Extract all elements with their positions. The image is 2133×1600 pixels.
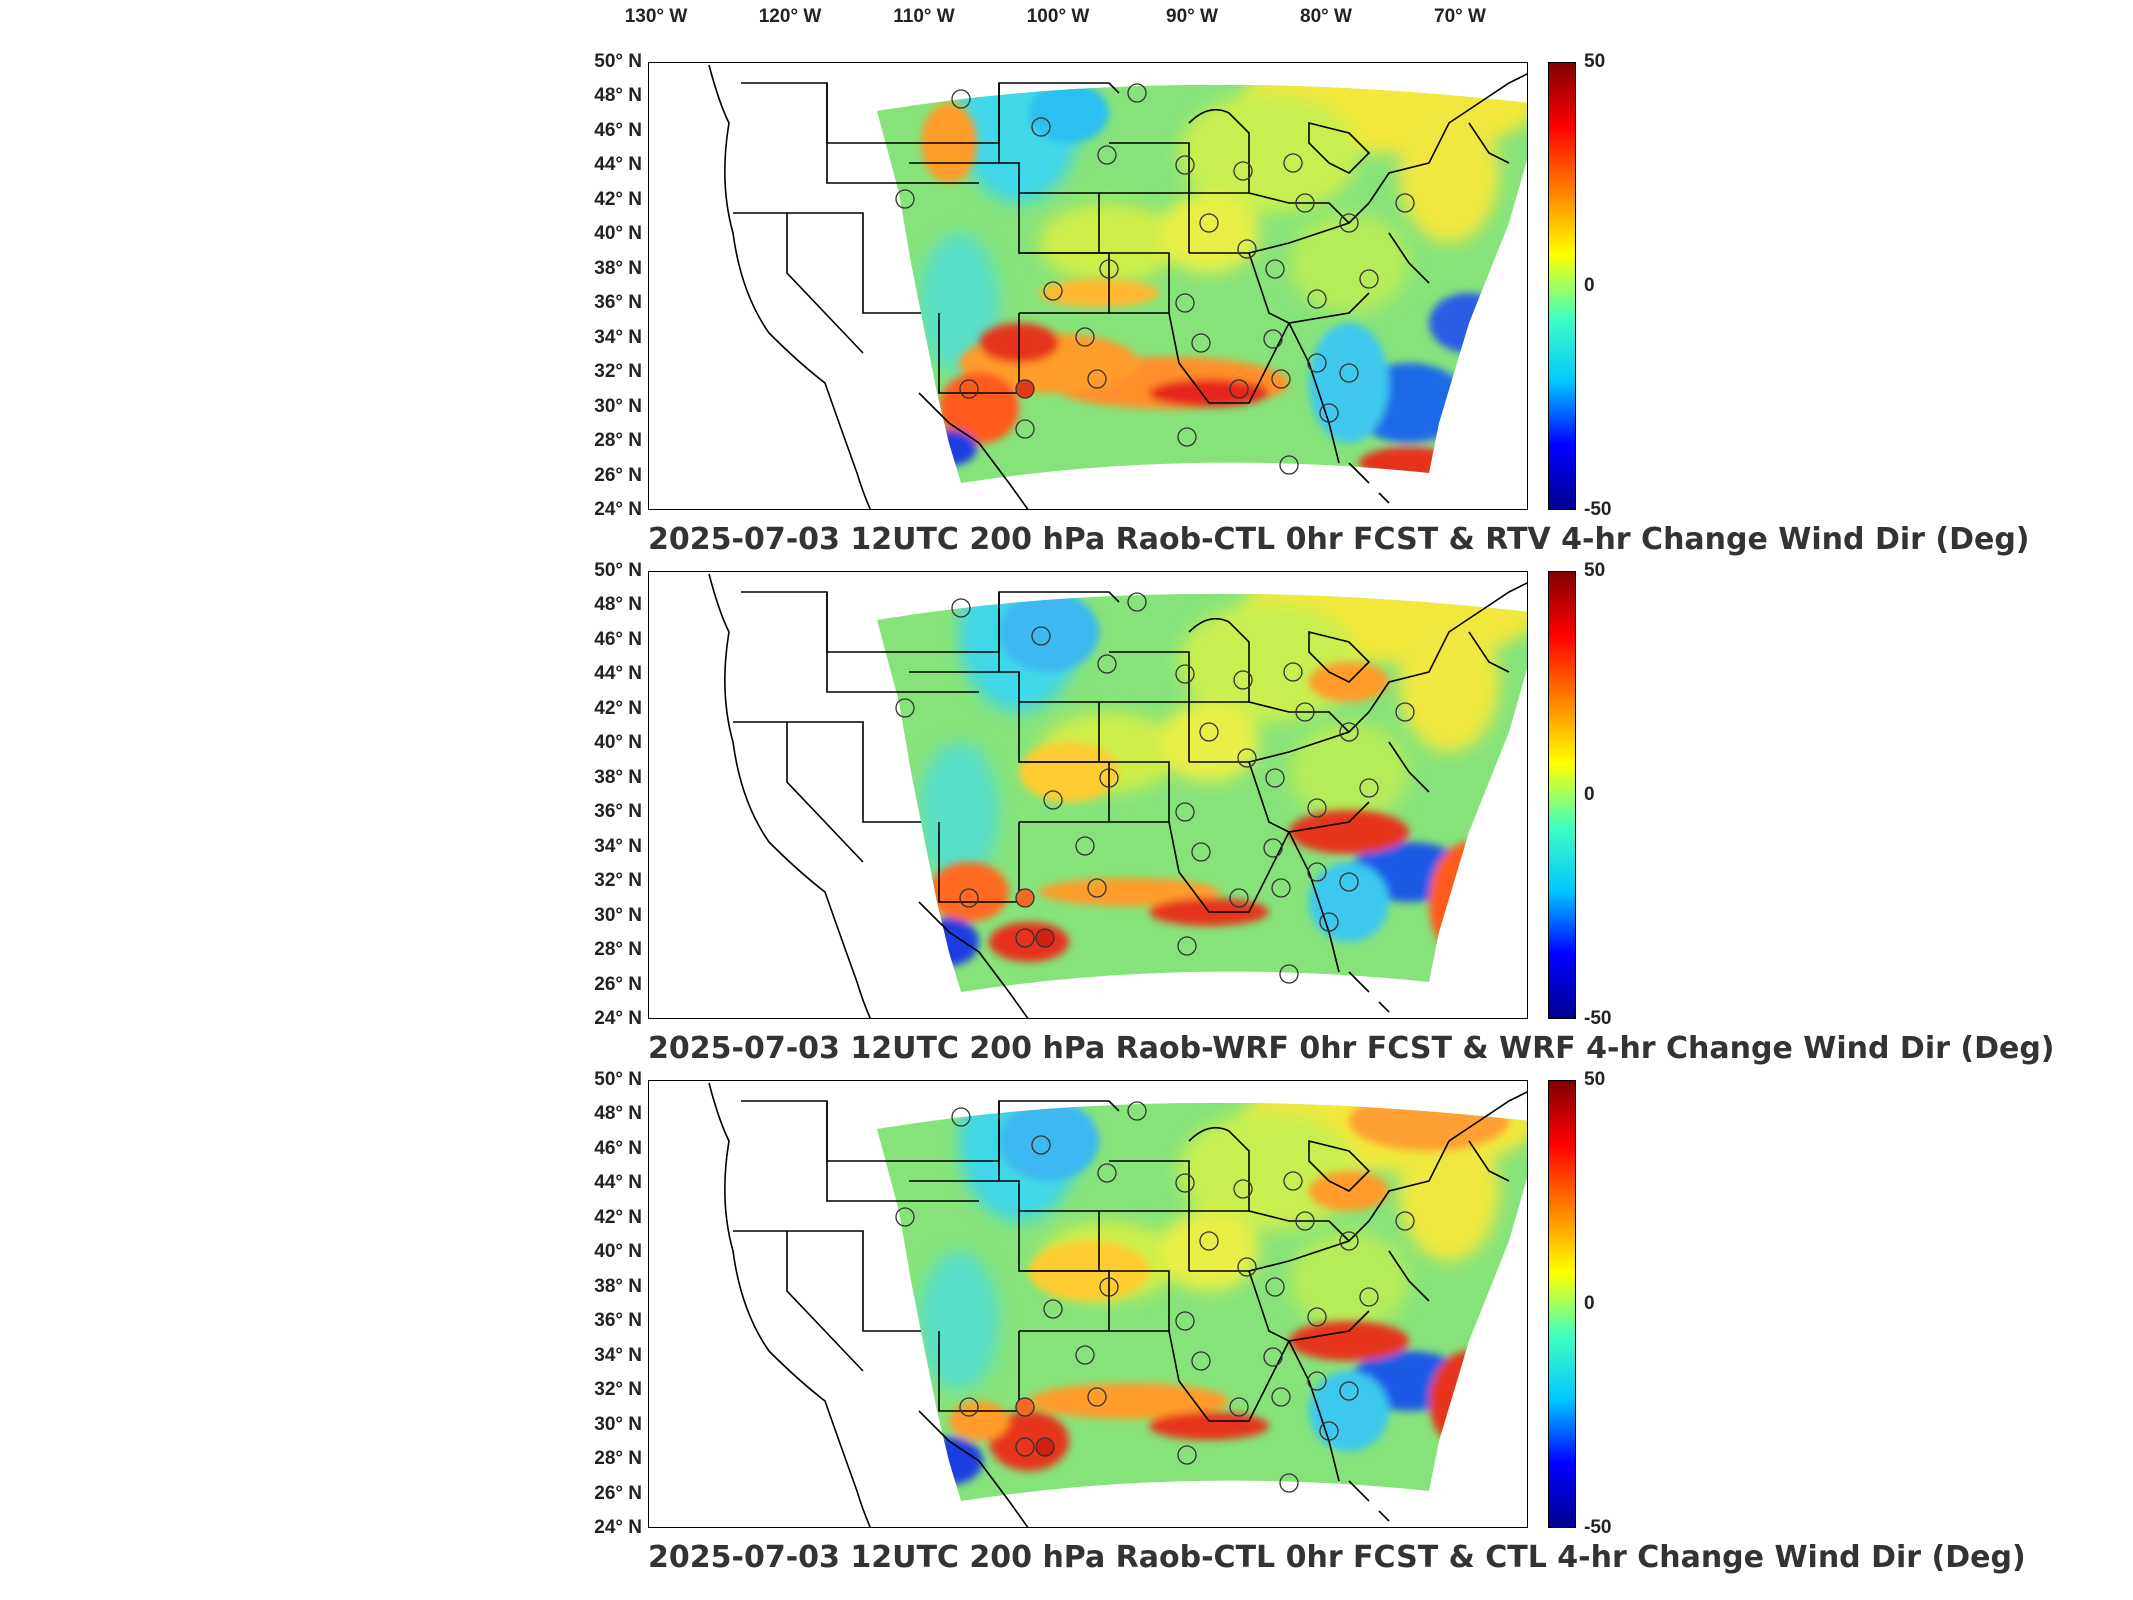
lat-label: 42° N [594, 697, 642, 719]
lon-label: 120° W [758, 6, 822, 27]
lat-label: 36° N [594, 1310, 642, 1332]
map-area [648, 1080, 1528, 1528]
lat-label: 36° N [594, 292, 642, 314]
lat-label: 46° N [594, 119, 642, 141]
lat-label: 40° N [594, 1241, 642, 1263]
lat-label: 26° N [594, 1482, 642, 1504]
colorbar-mid-label: 0 [1584, 275, 1595, 296]
lat-label: 42° N [594, 1206, 642, 1228]
panel-title: 2025-07-03 12UTC 200 hPa Raob-CTL 0hr FC… [648, 1540, 2026, 1575]
lat-label: 30° N [594, 904, 642, 926]
lat-label: 46° N [594, 628, 642, 650]
colorbar [1548, 1080, 1576, 1528]
lat-label: 44° N [594, 663, 642, 685]
lat-label: 24° N [594, 499, 642, 520]
lat-label: 48° N [594, 1103, 642, 1125]
map-area [648, 62, 1528, 510]
lat-label: 34° N [594, 1344, 642, 1366]
lat-label: 28° N [594, 939, 642, 961]
lat-label: 42° N [594, 188, 642, 210]
lat-label: 38° N [594, 766, 642, 788]
colorbar-mid-label: 0 [1584, 784, 1595, 805]
lat-label: 46° N [594, 1137, 642, 1159]
lon-label: 90° W [1166, 6, 1218, 27]
panel-title: 2025-07-03 12UTC 200 hPa Raob-CTL 0hr FC… [648, 522, 2030, 557]
lat-label: 32° N [594, 361, 642, 383]
colorbar-mid-label: 0 [1584, 1293, 1595, 1314]
lat-label: 24° N [594, 1008, 642, 1029]
panel-title: 2025-07-03 12UTC 200 hPa Raob-WRF 0hr FC… [648, 1031, 2055, 1066]
lat-label: 32° N [594, 870, 642, 892]
lat-label: 48° N [594, 85, 642, 107]
lat-label: 30° N [594, 395, 642, 417]
lat-label: 34° N [594, 835, 642, 857]
lat-label: 34° N [594, 326, 642, 348]
lat-label: 32° N [594, 1379, 642, 1401]
lat-label: 26° N [594, 464, 642, 486]
lat-label: 50° N [594, 1069, 642, 1090]
lon-label: 100° W [1026, 6, 1090, 27]
wind-direction-map [708, 1081, 1527, 1527]
lat-label: 28° N [594, 430, 642, 452]
colorbar-max-label: 50 [1584, 51, 1606, 72]
map-area [648, 571, 1528, 1019]
colorbar-max-label: 50 [1584, 1069, 1606, 1090]
colorbar-max-label: 50 [1584, 560, 1606, 581]
lat-label: 38° N [594, 1275, 642, 1297]
lat-label: 40° N [594, 223, 642, 245]
colorbar [1548, 571, 1576, 1019]
lat-label: 50° N [594, 560, 642, 581]
colorbar-min-label: -50 [1584, 499, 1612, 520]
lat-label: 44° N [594, 1172, 642, 1194]
lat-label: 48° N [594, 594, 642, 616]
lat-label: 44° N [594, 154, 642, 176]
lat-label: 40° N [594, 732, 642, 754]
map-panel-2: 50° N 48° N 46° N 44° N 42° N 40° N 38° N 36° N… [0, 555, 2133, 1075]
colorbar [1548, 62, 1576, 510]
wind-direction-map [708, 572, 1527, 1018]
lon-label: 130° W [624, 6, 688, 27]
lat-label: 24° N [594, 1517, 642, 1538]
colorbar-min-label: -50 [1584, 1517, 1612, 1538]
lat-label: 26° N [594, 973, 642, 995]
lat-label: 28° N [594, 1448, 642, 1470]
lat-label: 36° N [594, 801, 642, 823]
wind-direction-map [708, 63, 1527, 509]
map-panel-1: 50° N 48° N 46° N 44° N 42° N 40° N 38° N 36° N… [0, 46, 2133, 566]
lon-label: 70° W [1434, 6, 1486, 27]
lat-label: 38° N [594, 257, 642, 279]
lat-label: 30° N [594, 1413, 642, 1435]
map-panel-3: 50° N 48° N 46° N 44° N 42° N 40° N 38° N 36° N… [0, 1064, 2133, 1584]
lon-label: 80° W [1300, 6, 1352, 27]
lon-label: 110° W [893, 6, 955, 27]
lat-label: 50° N [594, 51, 642, 72]
colorbar-min-label: -50 [1584, 1008, 1612, 1029]
